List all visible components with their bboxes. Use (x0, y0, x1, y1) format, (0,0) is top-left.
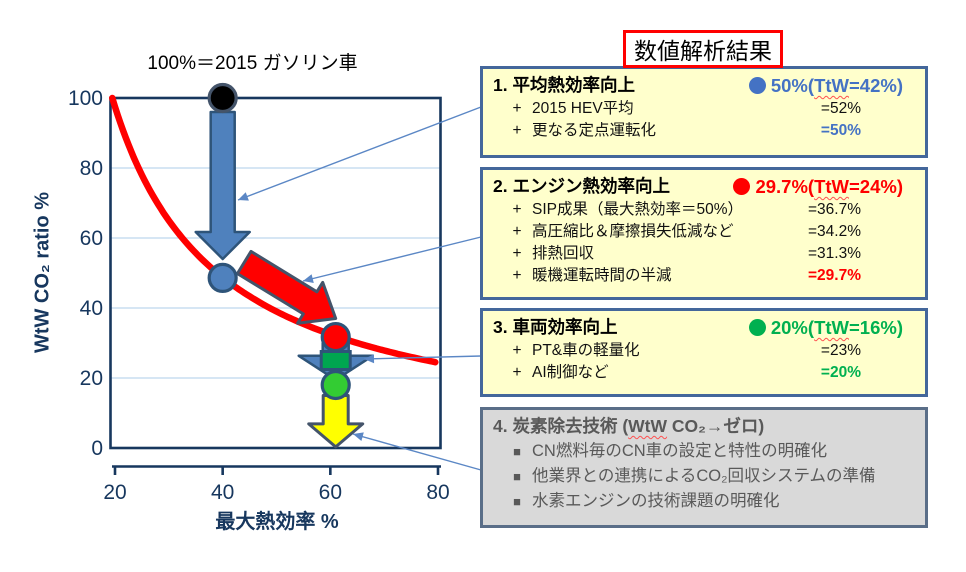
bullet-icon: ■ (513, 444, 521, 459)
callout-arrowhead-2 (303, 274, 314, 283)
panel-item: + 高圧縮比＆摩擦損失低減など =34.2% (493, 221, 917, 243)
item-label: 更なる定点運転化 (532, 122, 657, 139)
item-label: 水素エンジンの技術課題の明確化 (532, 492, 780, 510)
callout-arrowhead-1 (238, 192, 249, 201)
panel-title: 3. 車両効率向上 (493, 317, 618, 337)
panel-value: 29.7%(TtW=24%) (755, 176, 903, 197)
y-axis-label: WtW CO₂ ratio % (31, 191, 54, 354)
panel-item: + PT&車の軽量化 =23% (493, 340, 917, 362)
bullet-icon: + (512, 223, 522, 240)
item-value: =36.7% (807, 201, 861, 218)
panel-item: + AI制御など =20% (493, 362, 917, 384)
panel-item: ■ 他業界との連携によるCO₂回収システムの準備 (493, 464, 917, 489)
panel-value: 20%(TtW=16%) (770, 317, 903, 338)
step2-engine-thermal-arrow (235, 249, 338, 325)
panel-item: ■ 水素エンジンの技術課題の明確化 (493, 489, 917, 514)
y-tick-label: 0 (91, 437, 103, 460)
y-tick-label: 80 (80, 157, 103, 180)
item-value: =29.7% (807, 267, 861, 284)
item-label: 暖機運転時間の半減 (532, 267, 672, 284)
item-label: 他業界との連携によるCO₂回収システムの準備 (532, 467, 876, 485)
x-tick-label: 60 (319, 481, 342, 504)
point-vehicle-eff-20pct (320, 369, 351, 401)
callout-arrowhead-4 (353, 432, 364, 441)
analysis-panel-3: 3. 車両効率向上 20%(TtW=16%) + PT&車の軽量化 =23% + AI制御な… (480, 308, 928, 397)
bullet-icon: + (512, 342, 522, 359)
result-title-box: 数値解析結果 (623, 30, 783, 68)
bullet-icon: + (512, 364, 522, 381)
item-value: =20% (820, 364, 861, 381)
item-value: =23% (820, 342, 861, 359)
panel-item: + 更なる定点運転化 =50% (493, 120, 917, 142)
bullet-icon: + (512, 245, 522, 262)
bullet-icon: + (512, 267, 522, 284)
analysis-panel-1: 1. 平均熱効率向上 50%(TtW=42%) +2015 HEV平均 =52% + 更な… (480, 66, 928, 158)
item-value: =50% (820, 122, 861, 139)
item-label: 2015 HEV平均 (532, 100, 634, 117)
panel-marker-icon (748, 319, 766, 336)
panel-marker-icon (733, 178, 751, 195)
panel-value: 50%(TtW=42%) (770, 75, 903, 96)
panel-marker-icon (748, 77, 766, 94)
item-label: CN燃料毎のCN車の設定と特性の明確化 (532, 442, 828, 460)
bullet-icon: ■ (513, 494, 521, 509)
result-title-label: 数値解析結果 (634, 38, 772, 64)
step1-avg-thermal-arrow (194, 110, 251, 261)
panel-item: + 排熱回収 =31.3% (493, 243, 917, 265)
bullet-icon: + (512, 201, 522, 218)
item-label: 高圧縮比＆摩擦損失低減など (532, 223, 734, 240)
plot-border (109, 96, 442, 450)
step4-carbon-removal-arrow (307, 394, 365, 449)
panel-item: + SIP成果（最大熱効率＝50%） =36.7% (493, 199, 917, 221)
callout-line-3 (363, 355, 482, 360)
callout-arrowhead-3 (364, 354, 375, 364)
chart-title: 100%＝2015 ガソリン車 (147, 53, 358, 74)
analysis-panel-4: 4. 炭素除去技術 (WtW CO₂→ゼロ) ■ CN燃料毎のCN車の設定と特性の明… (480, 407, 928, 528)
y-tick-label: 20 (80, 367, 103, 390)
point-2015-gasoline-100pct (207, 82, 238, 114)
bullet-icon: + (512, 122, 522, 139)
point-avg-thermal-50pct (207, 262, 238, 293)
item-label: 排熱回収 (532, 245, 595, 262)
x-tick-label: 40 (211, 481, 234, 504)
co2-curve (109, 94, 439, 366)
x-tick-label: 20 (103, 481, 126, 504)
y-tick-label: 60 (80, 227, 103, 250)
panel-item: + 暖機運転時間の半減 =29.7% (493, 265, 917, 287)
panel-title: 4. 炭素除去技術 (WtW CO₂→ゼロ) (493, 416, 765, 436)
point-vehicle-eff-square (319, 350, 352, 371)
item-label: PT&車の軽量化 (532, 342, 640, 359)
y-tick-label: 100 (68, 87, 103, 110)
bullet-icon: + (512, 100, 522, 117)
bullet-icon: ■ (513, 469, 521, 484)
callout-line-1 (237, 106, 482, 201)
item-value: =34.2% (807, 223, 861, 240)
item-label: AI制御など (532, 364, 609, 381)
item-label: SIP成果（最大熱効率＝50%） (532, 201, 744, 218)
x-tick-label: 80 (426, 481, 449, 504)
panel-item: +2015 HEV平均 =52% (493, 98, 917, 120)
callout-line-2 (302, 236, 482, 282)
panel-item: ■ CN燃料毎のCN車の設定と特性の明確化 (493, 439, 917, 464)
analysis-panel-2: 2. エンジン熱効率向上 29.7%(TtW=24%) + SIP成果（最大熱効率＝5… (480, 167, 928, 300)
item-value: =31.3% (807, 245, 861, 262)
y-tick-label: 40 (80, 297, 103, 320)
panel-title: 2. エンジン熱効率向上 (493, 176, 670, 196)
point-engine-thermal-29_7 (320, 321, 351, 353)
x-axis-label: 最大熱効率 % (215, 511, 339, 533)
panel-title: 1. 平均熱効率向上 (493, 75, 635, 95)
callout-line-4 (352, 433, 482, 471)
item-value: =52% (820, 100, 861, 117)
